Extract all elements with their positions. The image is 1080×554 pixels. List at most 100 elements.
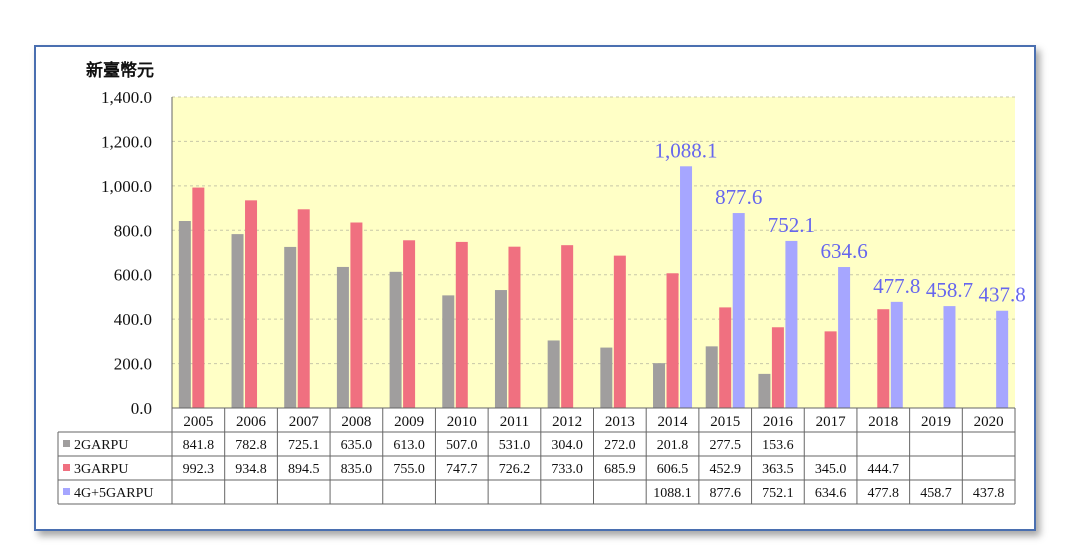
bar: [547, 340, 560, 408]
bar: [455, 241, 468, 408]
table-cell: 452.9: [709, 462, 741, 477]
x-tick-label: 2014: [658, 414, 689, 430]
table-cell: 877.6: [709, 486, 741, 501]
bar: [771, 327, 784, 408]
y-tick-label: 800.0: [114, 221, 152, 240]
bar: [561, 245, 574, 408]
x-tick-label: 2006: [236, 414, 267, 430]
table-cell: 458.7: [920, 486, 952, 501]
x-tick-label: 2008: [341, 414, 371, 430]
table-cell: 992.3: [183, 462, 215, 477]
data-label: 877.6: [715, 185, 762, 209]
bar: [877, 309, 890, 408]
x-tick-label: 2020: [974, 414, 1004, 430]
x-tick-label: 2011: [500, 414, 529, 430]
table-cell: 201.8: [657, 438, 689, 453]
bar: [719, 307, 732, 408]
table-cell: 685.9: [604, 462, 636, 477]
y-tick-label: 200.0: [114, 355, 152, 374]
bar: [245, 200, 258, 408]
y-tick-label: 1,000.0: [101, 177, 152, 196]
table-cell: 277.5: [709, 438, 741, 453]
legend-label: 2GARPU: [74, 438, 128, 453]
bar: [653, 363, 666, 408]
y-tick-label: 400.0: [114, 310, 152, 329]
bar: [600, 347, 613, 408]
bar: [838, 267, 851, 408]
bar: [666, 273, 679, 408]
table-cell: 747.7: [446, 462, 478, 477]
y-tick-label: 1,200.0: [101, 132, 152, 151]
bar: [758, 373, 771, 408]
x-tick-label: 2017: [816, 414, 847, 430]
table-cell: 934.8: [235, 462, 267, 477]
table-cell: 345.0: [815, 462, 847, 477]
table-cell: 634.6: [815, 486, 847, 501]
bar: [996, 310, 1009, 408]
table-cell: 841.8: [183, 438, 215, 453]
bar: [284, 246, 297, 408]
table-cell: 725.1: [288, 438, 320, 453]
data-label: 752.1: [768, 213, 815, 237]
y-tick-label: 0.0: [131, 399, 152, 418]
x-tick-label: 2016: [763, 414, 794, 430]
table-cell: 613.0: [393, 438, 425, 453]
bar: [890, 301, 903, 408]
plot-area: [172, 97, 1015, 408]
data-label: 1,088.1: [655, 138, 718, 162]
data-label: 437.8: [979, 283, 1026, 307]
x-tick-label: 2012: [552, 414, 582, 430]
bar: [403, 240, 416, 408]
data-label: 634.6: [820, 239, 867, 263]
bar: [389, 271, 402, 408]
bar: [192, 187, 205, 408]
data-label: 458.7: [926, 278, 973, 302]
x-tick-label: 2005: [183, 414, 213, 430]
table-cell: 477.8: [868, 486, 900, 501]
table-cell: 782.8: [235, 438, 267, 453]
x-tick-label: 2013: [605, 414, 635, 430]
bar: [231, 234, 244, 408]
table-cell: 835.0: [341, 462, 373, 477]
bar: [494, 290, 507, 408]
bar: [350, 222, 363, 408]
bar: [785, 240, 798, 408]
bar: [336, 266, 349, 408]
table-cell: 726.2: [499, 462, 531, 477]
x-tick-label: 2015: [710, 414, 740, 430]
legend-swatch: [63, 440, 70, 447]
legend-swatch: [63, 488, 70, 495]
table-cell: 894.5: [288, 462, 320, 477]
y-axis-label: 新臺幣元: [86, 61, 154, 81]
y-tick-label: 1,400.0: [101, 88, 152, 107]
table-cell: 153.6: [762, 438, 794, 453]
data-label: 477.8: [873, 274, 920, 298]
table-cell: 437.8: [973, 486, 1005, 501]
table-cell: 531.0: [499, 438, 531, 453]
bar: [680, 166, 693, 408]
table-cell: 444.7: [868, 462, 900, 477]
bar: [297, 209, 310, 408]
legend-label: 4G+5GARPU: [74, 486, 153, 501]
table-cell: 606.5: [657, 462, 689, 477]
table-cell: 507.0: [446, 438, 478, 453]
table-cell: 733.0: [551, 462, 583, 477]
y-tick-label: 600.0: [114, 266, 152, 285]
table-cell: 755.0: [393, 462, 425, 477]
table-cell: 635.0: [341, 438, 373, 453]
bar: [178, 221, 191, 408]
table-cell: 752.1: [762, 486, 794, 501]
table-cell: 272.0: [604, 438, 636, 453]
bar: [705, 346, 718, 408]
bar: [613, 255, 626, 408]
x-tick-label: 2010: [447, 414, 477, 430]
bar: [442, 295, 455, 408]
table-cell: 363.5: [762, 462, 794, 477]
legend-label: 3GARPU: [74, 462, 128, 477]
table-cell: 1088.1: [653, 486, 692, 501]
bar: [824, 331, 837, 408]
legend-swatch: [63, 464, 70, 471]
bar: [732, 213, 745, 408]
bar: [508, 246, 521, 408]
